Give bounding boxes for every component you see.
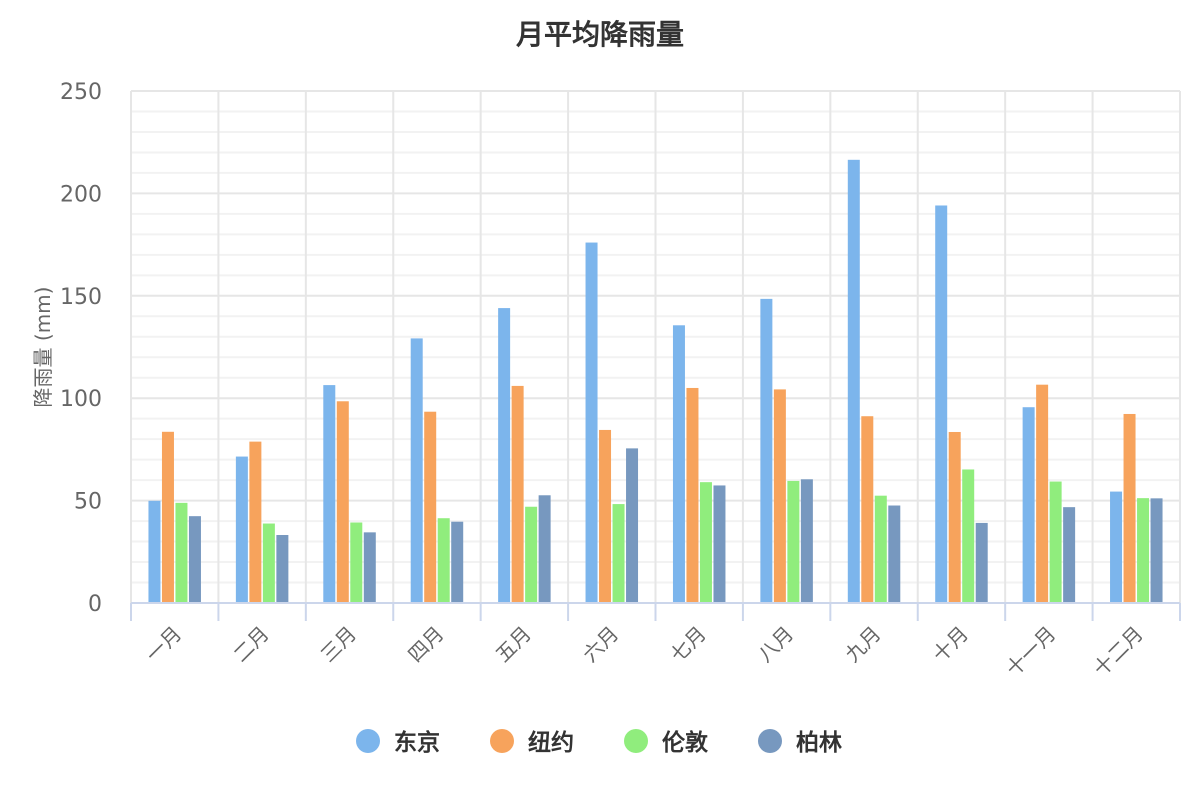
bar-柏林-二月 (276, 535, 289, 603)
y-tick-label: 200 (60, 182, 102, 207)
bar-伦敦-四月 (437, 518, 450, 603)
bar-纽约-十一月 (1036, 384, 1049, 603)
bar-东京-七月 (672, 325, 685, 603)
x-tick-label: 一月 (141, 622, 186, 667)
legend-item-伦敦[interactable]: 伦敦 (662, 729, 709, 756)
bar-东京-九月 (847, 159, 860, 603)
bar-柏林-四月 (451, 521, 464, 603)
bar-伦敦-七月 (699, 482, 712, 603)
bar-纽约-三月 (336, 401, 349, 603)
bar-柏林-六月 (626, 448, 639, 603)
bar-纽约-七月 (686, 387, 699, 603)
x-tick-label: 五月 (491, 622, 536, 667)
y-tick-label: 0 (88, 592, 102, 617)
legend-marker-柏林[interactable] (758, 729, 782, 753)
bar-柏林-三月 (363, 532, 376, 603)
bar-伦敦-十月 (962, 469, 975, 603)
x-axis: 一月 二月 三月 四月 五月 六月 七月 八月 九月 十月 十一月 十二月 (130, 602, 1181, 681)
legend-item-柏林[interactable]: 柏林 (796, 729, 842, 756)
bar-伦敦-三月 (350, 522, 363, 603)
legend: 东京 纽约 伦敦 柏林 (356, 729, 842, 756)
legend-item-东京[interactable]: 东京 (394, 729, 440, 756)
bar-东京-二月 (235, 456, 248, 603)
chart-title: 月平均降雨量 (515, 18, 684, 51)
x-tick-label: 四月 (403, 622, 448, 667)
bar-柏林-五月 (538, 495, 551, 603)
bar-纽约-九月 (861, 416, 874, 603)
bar-纽约-六月 (599, 429, 612, 603)
bar-伦敦-二月 (262, 523, 275, 603)
bar-纽约-一月 (161, 431, 174, 603)
bar-柏林-八月 (800, 479, 813, 603)
grid (130, 90, 1181, 603)
bar-东京-三月 (323, 385, 336, 603)
x-tick-label: 二月 (228, 622, 273, 667)
bar-东京-十月 (935, 205, 948, 603)
bar-伦敦-五月 (525, 506, 538, 603)
bar-东京-十二月 (1110, 491, 1123, 603)
y-tick-label: 50 (74, 490, 102, 515)
bar-纽约-十月 (948, 431, 961, 603)
bar-柏林-十月 (975, 522, 988, 603)
y-axis: 0 50 100 150 200 250 (60, 80, 102, 617)
bar-伦敦-六月 (612, 504, 625, 603)
bar-纽约-十二月 (1123, 413, 1136, 603)
legend-marker-东京[interactable] (356, 729, 380, 753)
bar-纽约-五月 (511, 385, 524, 603)
bar-柏林-一月 (188, 516, 201, 603)
x-tick-label: 十二月 (1088, 622, 1147, 681)
bar-伦敦-十二月 (1137, 498, 1150, 603)
y-axis-label: 降雨量 (mm) (31, 287, 55, 408)
bar-东京-一月 (148, 500, 161, 603)
bar-东京-六月 (585, 242, 598, 603)
bar-纽约-四月 (424, 411, 437, 603)
bar-柏林-七月 (713, 485, 726, 603)
bar-纽约-二月 (249, 441, 262, 603)
x-tick-label: 七月 (665, 622, 710, 667)
bar-柏林-十一月 (1063, 507, 1076, 603)
bar-柏林-九月 (888, 505, 901, 603)
bar-纽约-八月 (773, 389, 786, 603)
legend-marker-纽约[interactable] (490, 729, 514, 753)
legend-marker-伦敦[interactable] (624, 729, 648, 753)
bar-东京-四月 (410, 338, 423, 603)
bar-伦敦-十一月 (1049, 481, 1062, 603)
x-tick-label: 九月 (840, 622, 885, 667)
y-tick-label: 250 (60, 80, 102, 105)
bars (148, 159, 1163, 603)
bar-伦敦-八月 (787, 480, 800, 603)
x-tick-label: 八月 (753, 622, 798, 667)
x-tick-label: 十月 (928, 622, 973, 667)
bar-伦敦-一月 (175, 502, 188, 603)
legend-item-纽约[interactable]: 纽约 (528, 729, 574, 756)
x-tick-label: 十一月 (1001, 622, 1060, 681)
y-tick-label: 150 (60, 285, 102, 310)
bar-柏林-十二月 (1150, 498, 1163, 603)
bar-东京-十一月 (1022, 407, 1035, 603)
y-tick-label: 100 (60, 387, 102, 412)
x-tick-label: 六月 (578, 622, 623, 667)
x-tick-label: 三月 (316, 622, 361, 667)
bar-东京-八月 (760, 298, 773, 603)
bar-东京-五月 (498, 308, 511, 603)
bar-伦敦-九月 (874, 495, 887, 603)
